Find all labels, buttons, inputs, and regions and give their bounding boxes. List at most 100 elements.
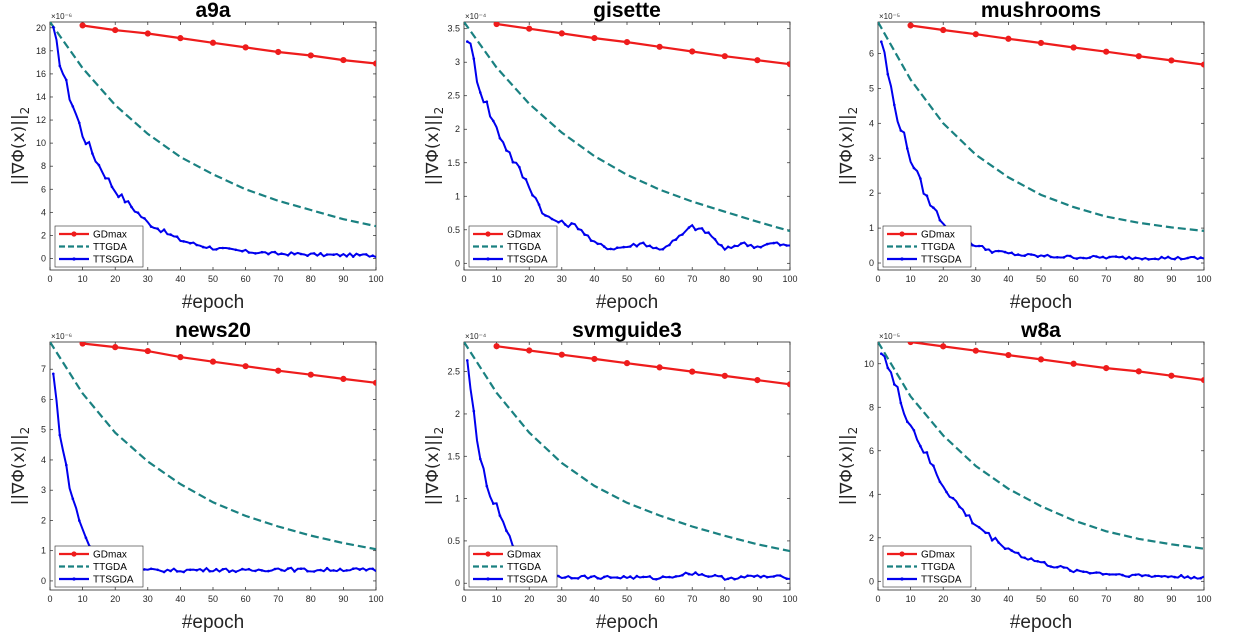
legend-label-gdmax: GDmax	[507, 230, 541, 241]
chart-title: a9a	[195, 0, 230, 22]
series-point-ttsgda	[254, 569, 257, 573]
series-point-ttsgda	[117, 195, 120, 199]
series-point-ttsgda	[162, 570, 166, 574]
series-point-ttsgda	[1075, 257, 1079, 260]
series-point-ttsgda	[472, 409, 476, 413]
y-tick-label: 5	[869, 83, 874, 93]
series-point-gdmax	[1103, 48, 1110, 55]
series-point-ttsgda	[498, 514, 502, 517]
series-point-ttsgda	[570, 222, 573, 225]
series-point-ttsgda	[78, 121, 81, 125]
series-point-ttsgda	[700, 227, 704, 230]
legend-marker-ttsgda	[900, 257, 904, 261]
y-tick-label: 3	[41, 485, 46, 495]
series-point-ttsgda	[156, 568, 159, 572]
series-point-ttsgda	[681, 233, 684, 236]
series-point-ttsgda	[919, 177, 922, 180]
x-tick-label: 60	[655, 274, 665, 284]
series-point-ttsgda	[215, 248, 218, 251]
series-point-ttsgda	[906, 420, 909, 423]
x-tick-label: 10	[492, 274, 502, 284]
series-line-gdmax	[82, 342, 376, 384]
series-point-ttsgda	[990, 539, 994, 542]
x-tick-label: 30	[143, 274, 153, 284]
series-point-ttsgda	[1101, 255, 1105, 259]
series-point-ttsgda	[351, 255, 355, 258]
series-point-ttsgda	[332, 569, 335, 572]
series-point-ttsgda	[1088, 256, 1092, 259]
x-axis-label: #epoch	[596, 612, 658, 633]
series-point-ttsgda	[919, 444, 922, 448]
x-tick-label: 40	[589, 594, 599, 604]
legend-marker-ttsgda	[72, 577, 76, 581]
chart-panel-w8a: w8a ×10⁻⁵ 0 10 20 30 40 50 60 70 80 90 100 0 2 4 6 8 10 #ep…	[828, 319, 1242, 640]
series-point-ttsgda	[629, 575, 632, 578]
series-point-ttsgda	[707, 575, 710, 578]
series-point-ttsgda	[505, 149, 508, 152]
y-tick-label: 2	[869, 188, 874, 198]
series-point-ttsgda	[1075, 568, 1079, 572]
series-point-ttsgda	[726, 577, 730, 581]
series-point-ttsgda	[557, 221, 560, 224]
series-point-ttsgda	[778, 574, 782, 577]
x-tick-label: 60	[655, 594, 665, 604]
y-tick-label: 4	[41, 207, 46, 217]
x-tick-label: 50	[622, 274, 632, 284]
y-axis-label: ||∇Φ(x)||2	[423, 427, 446, 506]
series-point-ttsgda	[195, 243, 198, 247]
series-line-ttgda	[878, 342, 1204, 550]
chart-panel-news20: news20 ×10⁻⁶ 0 10 20 30 40 50 60 70 80 90 100 0 1 2 3 4 5 6…	[0, 319, 414, 640]
series-point-ttsgda	[1147, 258, 1150, 261]
series-point-ttsgda	[319, 568, 322, 572]
x-tick-label: 70	[687, 274, 697, 284]
y-tick-label: 10	[864, 359, 874, 369]
series-point-gdmax	[144, 347, 151, 355]
x-tick-label: 100	[1196, 274, 1211, 284]
series-point-ttsgda	[746, 244, 749, 248]
series-point-gdmax	[79, 342, 86, 347]
series-point-ttsgda	[893, 103, 896, 107]
x-tick-label: 20	[110, 274, 120, 284]
x-tick-label: 80	[306, 274, 316, 284]
series-point-ttsgda	[1140, 574, 1144, 578]
x-tick-label: 70	[273, 274, 283, 284]
series-point-ttsgda	[563, 576, 567, 579]
series-point-ttsgda	[1173, 575, 1176, 579]
chart-title: mushrooms	[981, 0, 1101, 22]
series-point-ttsgda	[1173, 257, 1176, 261]
y-tick-label: 1.5	[447, 451, 460, 461]
series-point-ttsgda	[759, 575, 762, 579]
legend-label-ttsgda: TTSGDA	[921, 575, 962, 586]
x-tick-label: 0	[47, 274, 52, 284]
series-point-ttsgda	[550, 217, 554, 221]
series-point-ttsgda	[1179, 257, 1183, 261]
series-point-gdmax	[307, 52, 314, 59]
series-point-gdmax	[786, 61, 790, 68]
series-point-gdmax	[558, 351, 565, 358]
series-point-ttsgda	[518, 165, 521, 169]
series-point-ttsgda	[602, 575, 606, 579]
series-point-ttsgda	[485, 100, 489, 103]
series-point-ttsgda	[280, 252, 283, 255]
x-tick-label: 90	[338, 594, 348, 604]
legend-marker-gdmax	[899, 551, 905, 557]
y-tick-label: 1	[455, 191, 460, 201]
legend-label-ttsgda: TTSGDA	[93, 255, 134, 266]
series-point-ttsgda	[615, 576, 619, 579]
series-point-ttsgda	[371, 567, 375, 571]
y-tick-label: 4	[41, 455, 46, 465]
series-point-ttsgda	[655, 246, 658, 250]
series-point-ttsgda	[1023, 254, 1026, 257]
x-tick-label: 100	[1196, 594, 1211, 604]
series-point-ttsgda	[479, 457, 482, 461]
series-point-ttsgda	[371, 254, 375, 257]
chart-svg: gisette ×10⁻⁴ 0 10 20 30 40 50 60 70 80 90 100 0 0.5 1 1…	[423, 0, 798, 313]
series-point-gdmax	[1168, 57, 1175, 64]
series-point-gdmax	[1005, 351, 1012, 359]
legend-label-ttsgda: TTSGDA	[507, 575, 548, 586]
series-point-ttsgda	[655, 578, 658, 581]
x-tick-label: 40	[1003, 274, 1013, 284]
chart-svg: a9a ×10⁻⁶ 0 10 20 30 40 50 60 70 80 90 100 0 2 4 6 8 10 12 1…	[9, 0, 384, 313]
